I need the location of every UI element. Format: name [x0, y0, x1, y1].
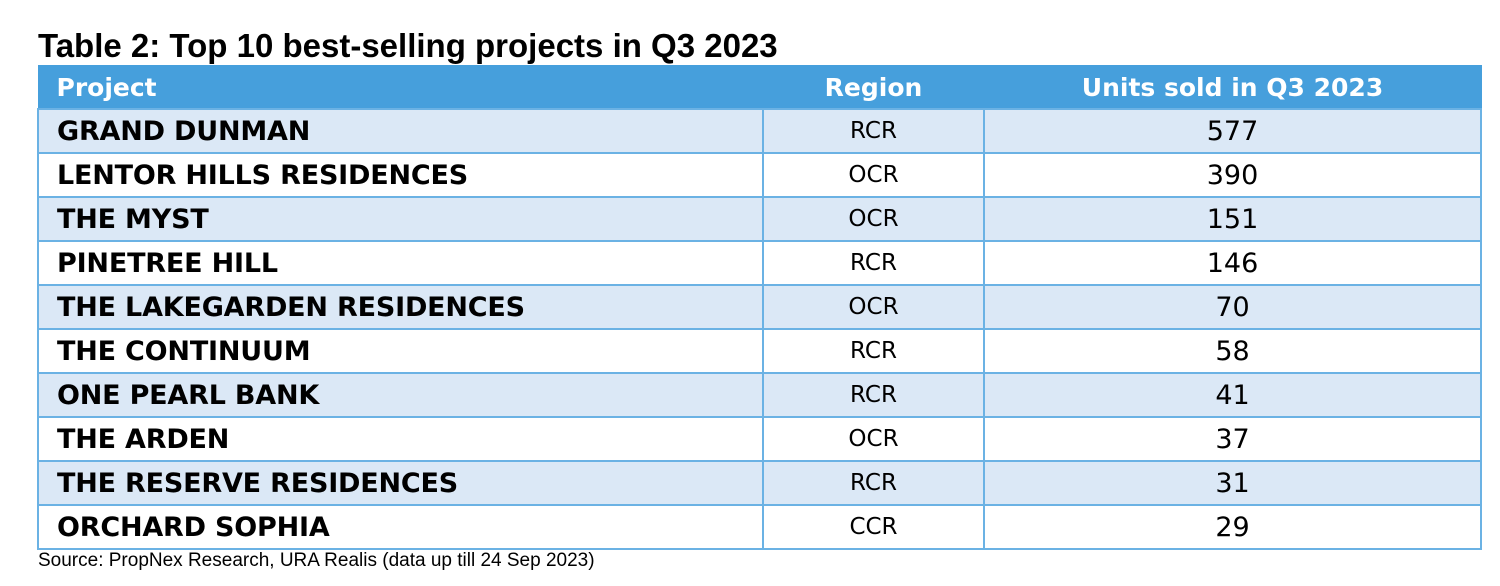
table-row: THE ARDEN OCR 37 [37, 416, 1482, 462]
table-row: THE RESERVE RESIDENCES RCR 31 [37, 460, 1482, 506]
project-cell: THE CONTINUUM [37, 328, 764, 374]
table-title: Table 2: Top 10 best-selling projects in… [38, 27, 778, 64]
units-cell: 151 [983, 196, 1482, 242]
table-row: ONE PEARL BANK RCR 41 [37, 372, 1482, 418]
units-cell: 31 [983, 460, 1482, 506]
project-cell: THE RESERVE RESIDENCES [37, 460, 764, 506]
project-cell: LENTOR HILLS RESIDENCES [37, 152, 764, 198]
project-cell: GRAND DUNMAN [37, 108, 764, 154]
source-note: Source: PropNex Research, URA Realis (da… [38, 550, 595, 571]
units-cell: 390 [983, 152, 1482, 198]
column-header-units-sold: Units sold in Q3 2023 [983, 65, 1482, 110]
units-cell: 41 [983, 372, 1482, 418]
region-cell: RCR [762, 328, 985, 374]
project-cell: ONE PEARL BANK [37, 372, 764, 418]
column-header-region: Region [762, 65, 985, 110]
units-cell: 146 [983, 240, 1482, 286]
project-cell: THE MYST [37, 196, 764, 242]
units-cell: 37 [983, 416, 1482, 462]
project-cell: THE ARDEN [37, 416, 764, 462]
table-row: THE LAKEGARDEN RESIDENCES OCR 70 [37, 284, 1482, 330]
region-cell: OCR [762, 152, 985, 198]
region-cell: OCR [762, 416, 985, 462]
units-cell: 29 [983, 504, 1482, 550]
region-cell: OCR [762, 284, 985, 330]
units-cell: 70 [983, 284, 1482, 330]
units-cell: 577 [983, 108, 1482, 154]
region-cell: RCR [762, 372, 985, 418]
region-cell: CCR [762, 504, 985, 550]
region-cell: OCR [762, 196, 985, 242]
units-cell: 58 [983, 328, 1482, 374]
column-header-project: Project [37, 65, 764, 110]
project-cell: THE LAKEGARDEN RESIDENCES [37, 284, 764, 330]
table-row: GRAND DUNMAN RCR 577 [37, 108, 1482, 154]
region-cell: RCR [762, 240, 985, 286]
region-cell: RCR [762, 460, 985, 506]
best-selling-projects-table: Project Region Units sold in Q3 2023 GRA… [37, 65, 1482, 550]
table-header-row: Project Region Units sold in Q3 2023 [37, 65, 1482, 110]
region-cell: RCR [762, 108, 985, 154]
table-row: LENTOR HILLS RESIDENCES OCR 390 [37, 152, 1482, 198]
table-row: ORCHARD SOPHIA CCR 29 [37, 504, 1482, 550]
project-cell: ORCHARD SOPHIA [37, 504, 764, 550]
table-row: THE CONTINUUM RCR 58 [37, 328, 1482, 374]
table-row: THE MYST OCR 151 [37, 196, 1482, 242]
table-row: PINETREE HILL RCR 146 [37, 240, 1482, 286]
project-cell: PINETREE HILL [37, 240, 764, 286]
